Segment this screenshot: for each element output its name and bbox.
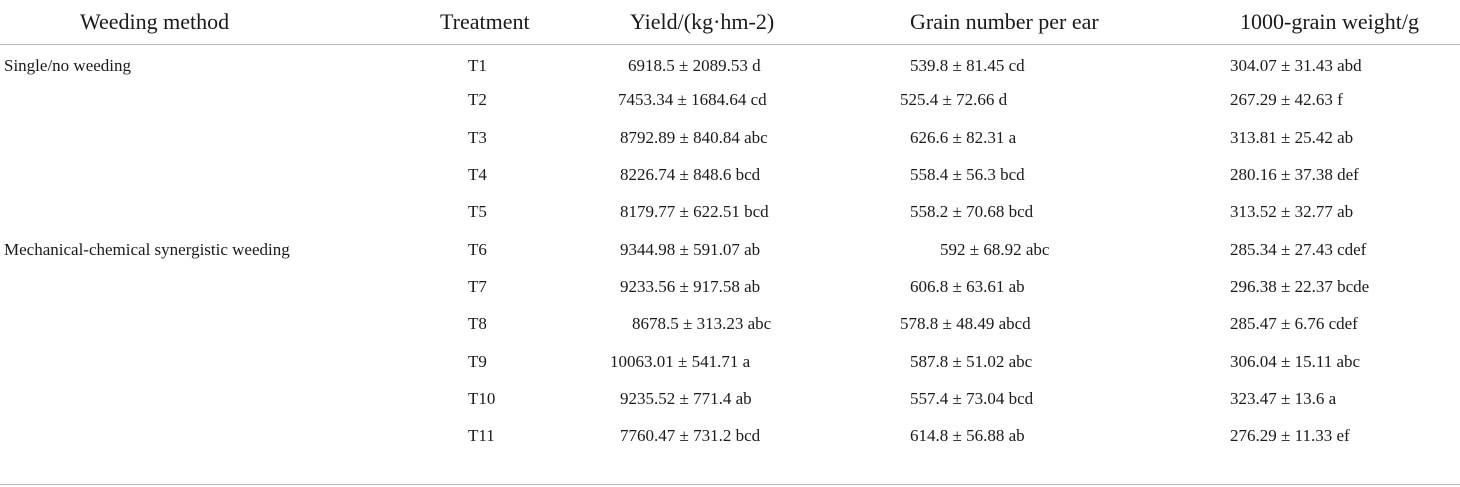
cell-grain-number: 626.6 ± 82.31 a <box>910 127 1017 147</box>
cell-weeding-method <box>0 82 430 119</box>
cell-grain-number: 614.8 ± 56.88 ab <box>910 426 1025 446</box>
table-header-row: Weeding method Treatment Yield/(kg·hm-2)… <box>0 0 1460 45</box>
table-row: T9 10063.01 ± 541.71 a 587.8 ± 51.02 abc 30… <box>0 343 1460 380</box>
cell-treatment: T10 <box>468 388 496 408</box>
table-row: T10 9235.52 ± 771.4 ab 557.4 ± 73.04 bcd 32… <box>0 380 1460 417</box>
cell-grain-number: 578.8 ± 48.49 abcd <box>900 314 1031 334</box>
cell-treatment: T1 <box>468 56 487 76</box>
cell-grain-weight: 285.34 ± 27.43 cdef <box>1230 239 1367 259</box>
table-row: T2 7453.34 ± 1684.64 cd 525.4 ± 72.66 d 267… <box>0 82 1460 119</box>
cell-yield: 9235.52 ± 771.4 ab <box>620 388 752 408</box>
cell-grain-number: 557.4 ± 73.04 bcd <box>910 388 1034 408</box>
cell-weeding-method <box>0 306 430 343</box>
cell-weeding-method: Mechanical-chemical synergistic weeding <box>4 239 290 259</box>
cell-grain-weight: 276.29 ± 11.33 ef <box>1230 426 1350 446</box>
cell-yield: 8792.89 ± 840.84 abc <box>620 127 768 147</box>
table-row: T5 8179.77 ± 622.51 bcd 558.2 ± 70.68 bcd 3… <box>0 194 1460 231</box>
table-bottom-rule <box>0 484 1460 485</box>
cell-grain-weight: 285.47 ± 6.76 cdef <box>1230 314 1358 334</box>
cell-weeding-method <box>0 119 430 156</box>
cell-grain-weight: 280.16 ± 37.38 def <box>1230 165 1359 185</box>
cell-grain-number: 592 ± 68.92 abc <box>940 239 1050 259</box>
cell-yield: 9344.98 ± 591.07 ab <box>620 239 761 259</box>
cell-grain-number: 558.2 ± 70.68 bcd <box>910 202 1034 222</box>
cell-treatment: T5 <box>468 202 487 222</box>
cell-yield: 8179.77 ± 622.51 bcd <box>620 202 769 222</box>
cell-yield: 7760.47 ± 731.2 bcd <box>620 426 761 446</box>
cell-grain-weight: 306.04 ± 15.11 abc <box>1230 351 1361 371</box>
cell-grain-number: 525.4 ± 72.66 d <box>900 90 1008 110</box>
header-grain-number: Grain number per ear <box>860 0 1180 45</box>
cell-treatment: T6 <box>468 239 487 259</box>
cell-weeding-method <box>0 268 430 305</box>
table-row: T8 8678.5 ± 313.23 abc 578.8 ± 48.49 abcd 2… <box>0 306 1460 343</box>
cell-treatment: T8 <box>468 314 487 334</box>
cell-yield: 10063.01 ± 541.71 a <box>610 351 751 371</box>
cell-grain-number: 539.8 ± 81.45 cd <box>910 56 1025 76</box>
cell-grain-weight: 267.29 ± 42.63 f <box>1230 90 1343 110</box>
cell-grain-number: 558.4 ± 56.3 bcd <box>910 165 1025 185</box>
header-grain-weight: 1000-grain weight/g <box>1180 0 1460 45</box>
cell-treatment: T3 <box>468 127 487 147</box>
cell-yield: 7453.34 ± 1684.64 cd <box>618 90 767 110</box>
cell-treatment: T11 <box>468 426 495 446</box>
table-body: Single/no weeding T1 6918.5 ± 2089.53 d 539… <box>0 45 1460 455</box>
table-row: T3 8792.89 ± 840.84 abc 626.6 ± 82.31 a 313… <box>0 119 1460 156</box>
cell-grain-number: 606.8 ± 63.61 ab <box>910 276 1025 296</box>
cell-grain-weight: 304.07 ± 31.43 abd <box>1230 56 1362 76</box>
header-treatment: Treatment <box>430 0 570 45</box>
cell-grain-weight: 313.81 ± 25.42 ab <box>1230 127 1354 147</box>
cell-treatment: T2 <box>468 90 487 110</box>
cell-weeding-method <box>0 417 430 454</box>
cell-treatment: T4 <box>468 165 487 185</box>
cell-treatment: T9 <box>468 351 487 371</box>
cell-grain-weight: 323.47 ± 13.6 a <box>1230 388 1337 408</box>
table-row: T7 9233.56 ± 917.58 ab 606.8 ± 63.61 ab 296… <box>0 268 1460 305</box>
cell-weeding-method <box>0 380 430 417</box>
cell-yield: 6918.5 ± 2089.53 d <box>628 56 761 76</box>
cell-yield: 8678.5 ± 313.23 abc <box>632 314 772 334</box>
cell-weeding-method <box>0 156 430 193</box>
header-yield: Yield/(kg·hm-2) <box>570 0 860 45</box>
cell-weeding-method: Single/no weeding <box>4 56 132 76</box>
cell-weeding-method <box>0 194 430 231</box>
table-row: Mechanical-chemical synergistic weeding T… <box>0 231 1460 268</box>
cell-weeding-method <box>0 343 430 380</box>
cell-grain-number: 587.8 ± 51.02 abc <box>910 351 1033 371</box>
table-row: T4 8226.74 ± 848.6 bcd 558.4 ± 56.3 bcd 280… <box>0 156 1460 193</box>
cell-grain-weight: 296.38 ± 22.37 bcde <box>1230 276 1370 296</box>
cell-yield: 9233.56 ± 917.58 ab <box>620 276 761 296</box>
header-weeding-method: Weeding method <box>0 0 430 45</box>
cell-treatment: T7 <box>468 276 487 296</box>
cell-yield: 8226.74 ± 848.6 bcd <box>620 165 761 185</box>
cell-grain-weight: 313.52 ± 32.77 ab <box>1230 202 1354 222</box>
table-row: Single/no weeding T1 6918.5 ± 2089.53 d 539… <box>0 45 1460 82</box>
table-row: T11 7760.47 ± 731.2 bcd 614.8 ± 56.88 ab 27… <box>0 417 1460 454</box>
weeding-yield-table: Weeding method Treatment Yield/(kg·hm-2)… <box>0 0 1460 455</box>
